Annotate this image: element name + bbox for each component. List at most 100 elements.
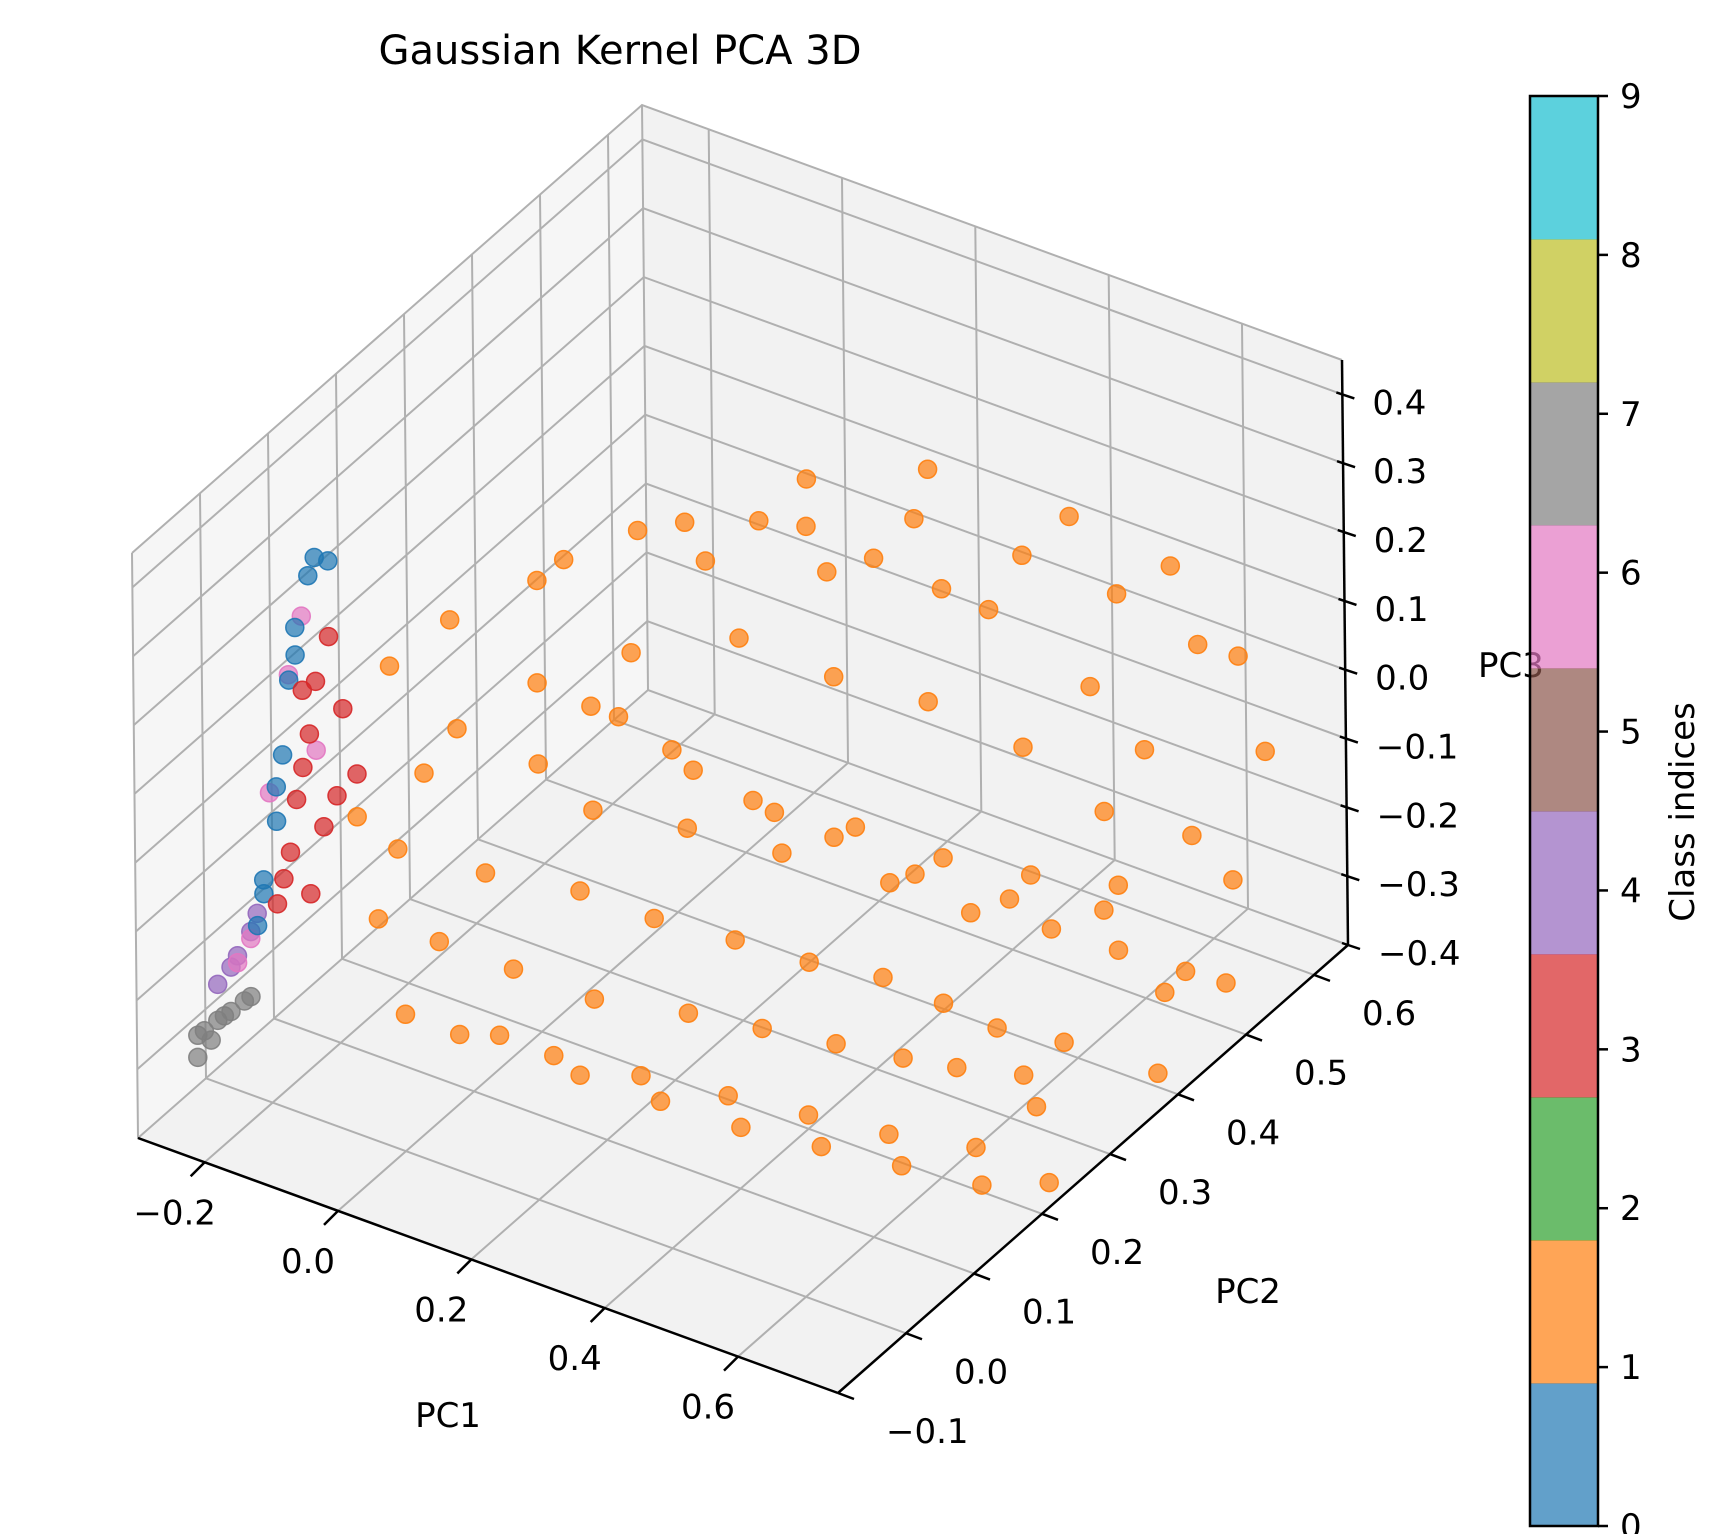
z-tick-label: −0.4 — [1378, 934, 1461, 974]
data-point-class-1 — [621, 642, 641, 663]
data-point-class-1 — [447, 718, 467, 739]
data-point-class-1 — [368, 909, 389, 929]
data-point-class-0 — [272, 745, 293, 765]
data-point-class-1 — [1013, 1065, 1034, 1085]
y-tick-mark — [1313, 973, 1331, 983]
data-point-class-1 — [1255, 741, 1275, 762]
data-point-class-3 — [280, 842, 301, 862]
data-point-class-1 — [799, 952, 819, 972]
data-point-class-1 — [764, 802, 785, 823]
data-point-class-1 — [395, 1004, 416, 1025]
data-point-class-1 — [527, 570, 547, 591]
data-point-class-1 — [1059, 506, 1079, 527]
colorbar-tick-label: 3 — [1620, 1030, 1642, 1070]
data-point-class-1 — [845, 817, 866, 837]
z-tick-mark — [1335, 391, 1355, 400]
data-point-class-1 — [379, 656, 400, 676]
z-tick-mark — [1337, 528, 1357, 538]
colorbar-segment — [1530, 525, 1598, 669]
data-point-class-1 — [503, 959, 524, 979]
data-point-class-1 — [731, 1117, 751, 1138]
data-point-class-4 — [207, 974, 228, 995]
data-point-class-1 — [1187, 634, 1208, 655]
data-point-class-1 — [584, 989, 605, 1009]
z-tick-label: 0.0 — [1375, 659, 1429, 699]
data-point-class-1 — [893, 1048, 913, 1068]
data-point-class-0 — [318, 551, 338, 571]
data-point-class-1 — [978, 599, 999, 620]
data-point-class-1 — [796, 516, 816, 537]
colorbar-frame — [1528, 94, 1600, 1528]
chart-title: Gaussian Kernel PCA 3D — [379, 28, 862, 74]
x-tick-label: 0.0 — [281, 1242, 335, 1282]
colorbar-segment — [1530, 382, 1598, 526]
z-tick-label: 0.3 — [1373, 452, 1427, 492]
data-point-class-1 — [475, 863, 496, 883]
data-point-class-1 — [933, 848, 953, 868]
data-point-class-1 — [650, 1091, 671, 1112]
data-point-class-1 — [678, 1003, 699, 1023]
data-point-class-0 — [254, 883, 274, 904]
data-point-class-1 — [1041, 919, 1062, 939]
data-point-class-7 — [221, 1001, 241, 1022]
data-point-class-1 — [824, 827, 844, 848]
data-point-class-1 — [1160, 556, 1181, 576]
data-point-class-1 — [987, 1018, 1007, 1038]
data-point-class-1 — [891, 1156, 912, 1176]
y-tick-mark — [905, 1332, 923, 1341]
data-point-class-3 — [333, 698, 353, 719]
data-point-class-1 — [1223, 870, 1243, 890]
data-point-class-1 — [817, 562, 837, 582]
z-tick-label: −0.3 — [1377, 865, 1460, 905]
data-point-class-0 — [278, 670, 299, 690]
colorbar-segment — [1530, 811, 1598, 955]
data-point-class-1 — [570, 881, 590, 901]
data-point-class-1 — [772, 843, 792, 863]
data-point-class-1 — [1108, 875, 1129, 895]
colorbar-tick-label: 9 — [1620, 77, 1642, 117]
y-tick-mark — [1109, 1152, 1127, 1162]
z-tick-mark — [1338, 666, 1358, 675]
data-point-class-3 — [267, 894, 288, 914]
data-point-class-1 — [1026, 1096, 1047, 1117]
z-axis-line — [1340, 359, 1350, 946]
data-point-class-0 — [285, 645, 305, 665]
data-point-class-7 — [241, 986, 261, 1007]
data-point-class-1 — [581, 696, 601, 716]
y-tick-label: 0.0 — [954, 1352, 1008, 1392]
data-point-class-1 — [931, 579, 952, 599]
data-point-class-1 — [1108, 940, 1129, 960]
floor-pane — [138, 690, 1348, 1393]
data-point-class-1 — [608, 706, 629, 727]
colorbar-tick-label: 8 — [1620, 236, 1642, 276]
z-tick-mark — [1338, 597, 1357, 607]
data-point-class-1 — [966, 1137, 986, 1158]
colorbar-segment — [1530, 668, 1598, 812]
data-point-class-3 — [274, 869, 294, 889]
data-point-class-0 — [247, 915, 268, 936]
z-tick-label: 0.2 — [1374, 521, 1428, 561]
data-point-class-1 — [683, 760, 703, 780]
data-point-class-1 — [429, 931, 450, 952]
data-point-class-6 — [227, 952, 248, 973]
data-point-class-1 — [823, 667, 844, 687]
data-point-class-1 — [627, 520, 648, 541]
x-tick-mark — [456, 1258, 473, 1275]
x-tick-label: 0.4 — [548, 1339, 602, 1379]
data-point-class-1 — [1080, 676, 1100, 697]
colorbar: 0 1 2 3 4 5 6 7 8 9 — [1528, 77, 1642, 1539]
data-point-class-1 — [1106, 584, 1127, 604]
data-point-class-1 — [999, 889, 1020, 909]
colorbar-tick-label: 0 — [1620, 1507, 1642, 1534]
data-point-class-1 — [1175, 961, 1196, 982]
x-tick-mark — [589, 1307, 606, 1323]
data-point-class-1 — [1134, 739, 1155, 760]
data-point-class-1 — [1182, 825, 1202, 846]
z-tick-label: −0.1 — [1376, 728, 1459, 768]
data-point-class-1 — [725, 930, 745, 950]
data-point-class-1 — [1216, 973, 1236, 993]
colorbar-tick-label: 5 — [1620, 713, 1642, 753]
y-tick-label: 0.6 — [1362, 994, 1416, 1034]
